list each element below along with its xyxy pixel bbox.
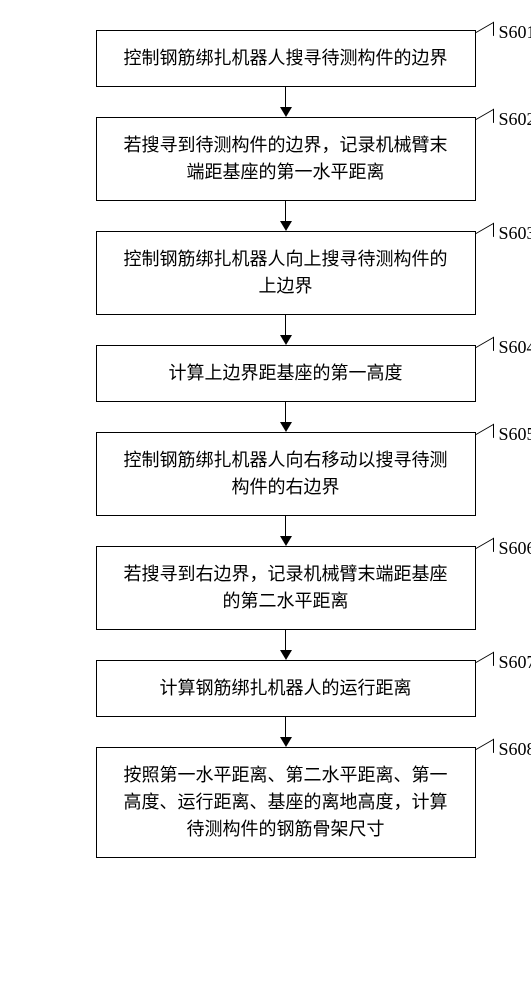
step-box-4: 计算上边界距基座的第一高度 — [96, 345, 476, 402]
arrow-icon — [280, 630, 292, 660]
arrow-head-icon — [280, 221, 292, 231]
label-connector — [476, 22, 494, 46]
arrow-head-icon — [280, 422, 292, 432]
step-container-7: S607 计算钢筋绑扎机器人的运行距离 — [96, 660, 476, 717]
arrow-icon — [280, 402, 292, 432]
step-container-2: S602 若搜寻到待测构件的边界，记录机械臂末端距基座的第一水平距离 — [96, 117, 476, 201]
arrow-line — [285, 630, 287, 652]
arrow-line — [285, 315, 287, 337]
step-box-6: 若搜寻到右边界，记录机械臂末端距基座的第二水平距离 — [96, 546, 476, 630]
arrow-head-icon — [280, 737, 292, 747]
step-container-5: S605 控制钢筋绑扎机器人向右移动以搜寻待测构件的右边界 — [96, 432, 476, 516]
arrow-icon — [280, 717, 292, 747]
step-container-3: S603 控制钢筋绑扎机器人向上搜寻待测构件的上边界 — [96, 231, 476, 315]
arrow-icon — [280, 315, 292, 345]
step-box-1: 控制钢筋绑扎机器人搜寻待测构件的边界 — [96, 30, 476, 87]
label-connector — [476, 739, 494, 763]
step-box-5: 控制钢筋绑扎机器人向右移动以搜寻待测构件的右边界 — [96, 432, 476, 516]
arrow-line — [285, 87, 287, 109]
step-text: 计算上边界距基座的第一高度 — [169, 360, 403, 387]
step-box-8: 按照第一水平距离、第二水平距离、第一高度、运行距离、基座的离地高度，计算待测构件… — [96, 747, 476, 858]
arrow-head-icon — [280, 536, 292, 546]
step-label: S608 — [498, 739, 531, 760]
step-label: S605 — [498, 424, 531, 445]
step-label: S601 — [498, 22, 531, 43]
label-connector — [476, 223, 494, 247]
step-text: 控制钢筋绑扎机器人搜寻待测构件的边界 — [124, 45, 448, 72]
label-connector — [476, 109, 494, 133]
step-box-7: 计算钢筋绑扎机器人的运行距离 — [96, 660, 476, 717]
step-container-6: S606 若搜寻到右边界，记录机械臂末端距基座的第二水平距离 — [96, 546, 476, 630]
step-container-1: S601 控制钢筋绑扎机器人搜寻待测构件的边界 — [96, 30, 476, 87]
step-label: S604 — [498, 337, 531, 358]
arrow-head-icon — [280, 650, 292, 660]
step-text: 控制钢筋绑扎机器人向上搜寻待测构件的上边界 — [117, 246, 455, 300]
flowchart-container: S601 控制钢筋绑扎机器人搜寻待测构件的边界 S602 若搜寻到待测构件的边界… — [0, 0, 531, 858]
arrow-line — [285, 516, 287, 538]
label-connector — [476, 337, 494, 361]
arrow-icon — [280, 516, 292, 546]
step-container-4: S604 计算上边界距基座的第一高度 — [96, 345, 476, 402]
step-text: 控制钢筋绑扎机器人向右移动以搜寻待测构件的右边界 — [117, 447, 455, 501]
arrow-head-icon — [280, 107, 292, 117]
step-text: 计算钢筋绑扎机器人的运行距离 — [160, 675, 412, 702]
step-label: S603 — [498, 223, 531, 244]
step-text: 按照第一水平距离、第二水平距离、第一高度、运行距离、基座的离地高度，计算待测构件… — [117, 762, 455, 843]
arrow-line — [285, 717, 287, 739]
arrow-line — [285, 402, 287, 424]
step-box-3: 控制钢筋绑扎机器人向上搜寻待测构件的上边界 — [96, 231, 476, 315]
step-label: S607 — [498, 652, 531, 673]
step-box-2: 若搜寻到待测构件的边界，记录机械臂末端距基座的第一水平距离 — [96, 117, 476, 201]
arrow-icon — [280, 201, 292, 231]
step-text: 若搜寻到右边界，记录机械臂末端距基座的第二水平距离 — [117, 561, 455, 615]
label-connector — [476, 424, 494, 448]
label-connector — [476, 538, 494, 562]
step-label: S602 — [498, 109, 531, 130]
step-label: S606 — [498, 538, 531, 559]
step-text: 若搜寻到待测构件的边界，记录机械臂末端距基座的第一水平距离 — [117, 132, 455, 186]
arrow-icon — [280, 87, 292, 117]
arrow-head-icon — [280, 335, 292, 345]
label-connector — [476, 652, 494, 676]
step-container-8: S608 按照第一水平距离、第二水平距离、第一高度、运行距离、基座的离地高度，计… — [96, 747, 476, 858]
arrow-line — [285, 201, 287, 223]
